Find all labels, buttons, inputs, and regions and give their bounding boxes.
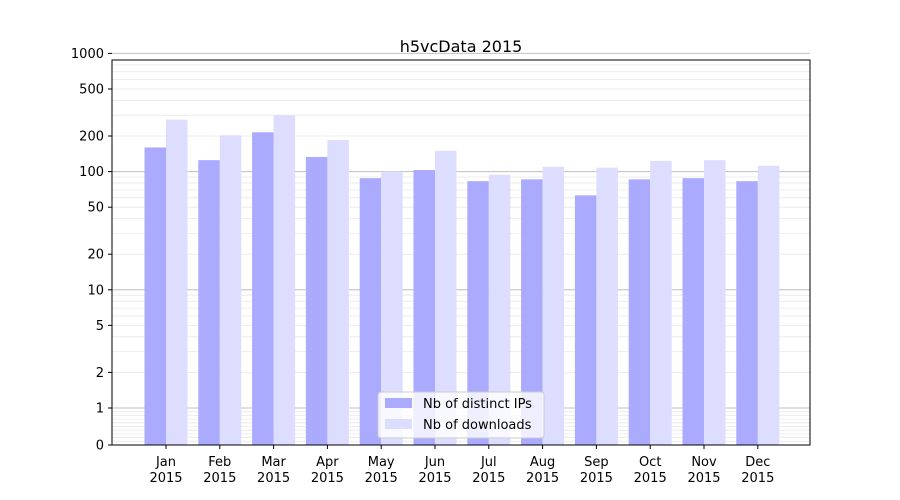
y-tick-label: 10 [87, 283, 104, 298]
x-tick-label: Sep 2015 [580, 455, 613, 486]
plot-frame [111, 59, 811, 446]
legend-swatch [385, 398, 412, 408]
bar-distinct-ips [305, 156, 328, 445]
bar-distinct-ips [198, 160, 220, 445]
x-tick-label: Aug 2015 [526, 455, 559, 486]
x-tick-label: Feb 2015 [203, 455, 236, 486]
bar-downloads [542, 166, 565, 445]
bar-distinct-ips [574, 195, 597, 445]
y-tick-label: 5 [96, 319, 104, 334]
y-tick-label: 1000 [71, 47, 104, 62]
legend-swatch [385, 419, 412, 429]
legend-label: Nb of distinct IPs [423, 397, 532, 412]
bar-downloads [381, 171, 403, 445]
legend: Nb of distinct IPs Nb of downloads [377, 391, 545, 439]
bar-distinct-ips [144, 147, 166, 445]
legend-label: Nb of downloads [423, 418, 532, 433]
bar-distinct-ips [521, 179, 543, 445]
bar-distinct-ips [252, 132, 274, 445]
bar-distinct-ips [628, 179, 651, 445]
y-tick-label: 2 [96, 366, 104, 381]
x-tick-label: Mar 2015 [257, 455, 290, 486]
y-tick-label: 1 [96, 402, 104, 417]
x-tick-label: Jan 2015 [149, 455, 182, 486]
x-tick-label: Nov 2015 [687, 455, 720, 486]
bar-downloads [757, 165, 780, 446]
bar-downloads [704, 160, 726, 445]
y-tick-label: 100 [79, 165, 104, 180]
bar-distinct-ips [736, 181, 758, 445]
bar-distinct-ips [682, 178, 704, 445]
x-tick-label: Dec 2015 [741, 455, 774, 486]
y-tick-label: 0 [96, 439, 104, 454]
x-tick-label: May 2015 [365, 455, 398, 486]
y-tick-label: 500 [79, 82, 104, 97]
x-axis: Jan 2015 Feb 2015 Mar 2015 Apr 2015 May 2015 Jun 20… [149, 445, 774, 486]
bar-downloads [435, 150, 457, 445]
bar-downloads [219, 135, 242, 445]
bar-distinct-ips [413, 170, 435, 445]
bar-distinct-ips [467, 181, 489, 445]
x-tick-label: Oct 2015 [634, 455, 667, 486]
bar-downloads [488, 174, 511, 445]
bar-downloads [596, 167, 618, 446]
y-tick-label: 50 [87, 201, 104, 216]
y-tick-label: 200 [79, 130, 104, 145]
bar-downloads [650, 160, 672, 446]
bar-downloads [327, 140, 349, 445]
legend-box [377, 391, 545, 439]
x-tick-label: Jul 2015 [472, 455, 505, 486]
y-axis: 0 1 2 5 10 20 50 100 200 500 1000 [71, 47, 112, 454]
x-tick-label: Apr 2015 [311, 455, 344, 486]
chart-title: h5vcData 2015 [400, 37, 523, 56]
x-tick-label: Jun 2015 [418, 455, 451, 486]
y-tick-label: 20 [87, 248, 104, 263]
bars [144, 115, 780, 446]
bar-downloads [273, 115, 296, 445]
bar-downloads [166, 119, 188, 446]
bar-distinct-ips [359, 178, 382, 445]
